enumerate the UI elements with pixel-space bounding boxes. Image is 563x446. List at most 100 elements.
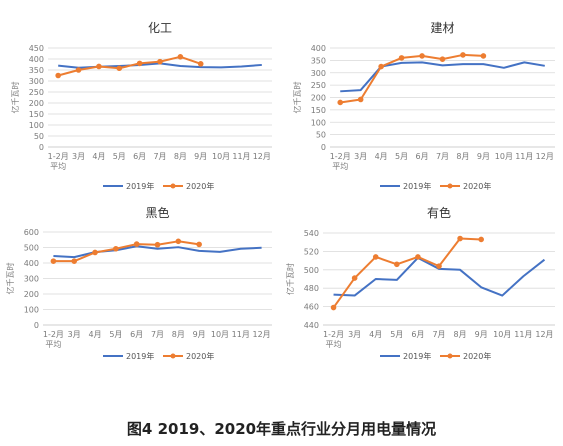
chart4-series-2020-point [457, 235, 463, 242]
chart1-xtick-label: 4月 [92, 152, 105, 161]
chart3-xtick-label: 10月 [211, 330, 229, 339]
chart1-title: 化工 [148, 21, 172, 35]
chart3-ytick-label: 500 [24, 244, 39, 253]
chart1-xtick-label: 10月 [212, 152, 230, 161]
chart2-ytick-label: 400 [311, 44, 326, 53]
chart4-xtick-label: 9月 [475, 330, 488, 339]
chart4-xtick-label: 4月 [369, 330, 382, 339]
chart2-series-2020-point [357, 96, 364, 103]
chart1-ytick-label: 350 [29, 66, 44, 75]
chart2-series-2020-point [337, 99, 344, 106]
chart4-xtick-label: 10月 [493, 330, 511, 339]
chart3-ytick-label: 200 [24, 290, 39, 299]
chart2-ylabel: 亿千瓦时 [292, 82, 302, 114]
chart1-legend-2020-label: 2020年 [186, 181, 214, 191]
chart3-series-2020-point [113, 245, 119, 252]
chart3-series-2020-point [196, 241, 202, 248]
chart2-legend-2019-label: 2019年 [403, 181, 431, 191]
chart2-title: 建材 [430, 21, 454, 35]
chart2-series-2020-point [378, 63, 384, 70]
chart2-series-2020-point [480, 53, 487, 59]
chart2-xtick-label: 10月 [495, 152, 513, 161]
chart3-ytick-label: 600 [24, 228, 39, 237]
chart2-xtick-label: 6月 [415, 152, 428, 161]
chart1-series-2020-point [177, 54, 184, 60]
chart1-xtick-label: 9月 [194, 152, 207, 161]
chart3-xtick-label: 5月 [109, 330, 122, 339]
chart1-ytick-label: 400 [29, 55, 44, 64]
chart1-legend-2020-marker [170, 183, 176, 189]
chart4-series-2020-point [372, 254, 379, 260]
chart2-xtick-label: 9月 [477, 152, 490, 161]
chart2-legend-2020-marker [447, 183, 453, 189]
chart1-ytick-label: 0 [39, 143, 44, 152]
chart1-series-2020-point [157, 58, 163, 65]
chart2-ytick-label: 200 [311, 94, 326, 103]
chart1-series-2020-point [136, 60, 143, 67]
chart3-xtick-label: 9月 [193, 330, 206, 339]
chart1-xtick-label: 7月 [153, 152, 166, 161]
chart2-xtick-label: 11月 [515, 152, 533, 161]
chart4-ytick-label: 480 [304, 284, 319, 293]
chart1-xtick-label: 11月 [232, 152, 250, 161]
chart2-xtick-label: 7月 [436, 152, 449, 161]
chart1-xtick-label: 12月 [253, 152, 271, 161]
chart1-ytick-label: 450 [29, 44, 44, 53]
chart3-xtick-label: 7月 [151, 330, 164, 339]
chart4-series-2020-point [351, 275, 358, 281]
chart4-xtick-label: 12月 [535, 330, 553, 339]
chart3-xtick-label: 11月 [232, 330, 250, 339]
chart1-ytick-label: 100 [29, 121, 44, 130]
chart1-ytick-label: 300 [29, 77, 44, 86]
chart1-ytick-label: 250 [29, 88, 44, 97]
chart3-xtick-label: 6月 [130, 330, 143, 339]
chart4-ytick-label: 520 [304, 247, 319, 256]
chart4-xtick-label: 5月 [390, 330, 403, 339]
chart1-xtick-label: 6月 [133, 152, 146, 161]
chart2-ytick-label: 150 [311, 106, 326, 115]
chart2-xtick-label: 1-2月平均 [330, 152, 351, 171]
chart2-series-2020-line [340, 53, 484, 104]
chart3-xtick-label: 4月 [88, 330, 101, 339]
chart1-xtick-label: 5月 [113, 152, 126, 161]
chart3-xtick-label: 1-2月平均 [43, 330, 64, 349]
charts-canvas: 化工050100150200250300350400450亿千瓦时1-2月平均3… [5, 21, 555, 361]
chart1-ytick-label: 50 [34, 132, 44, 141]
chart4-xtick-label: 1-2月平均 [323, 330, 344, 349]
chart1-legend-2019-label: 2019年 [126, 181, 154, 191]
chart4-ytick-label: 440 [304, 321, 319, 330]
chart2-series-2020-point [439, 56, 446, 62]
chart3-legend-2019-label: 2019年 [126, 351, 154, 361]
chart3-series-2020-line [53, 240, 200, 263]
chart2-ytick-label: 50 [316, 131, 326, 140]
chart4-series-2020-point [478, 236, 484, 243]
chart4-xtick-label: 11月 [514, 330, 532, 339]
chart2-xtick-label: 12月 [536, 152, 554, 161]
chart4-ytick-label: 540 [304, 229, 319, 238]
chart2-legend-2020-label: 2020年 [463, 181, 491, 191]
chart3-series-2019-line [53, 245, 262, 259]
chart3-ytick-label: 300 [24, 275, 39, 284]
chart1-series-2020-point [116, 65, 123, 72]
chart2-xtick-label: 3月 [354, 152, 367, 161]
chart4-ytick-label: 460 [304, 303, 319, 312]
chart4-title: 有色 [427, 206, 451, 220]
chart4-legend-2020-marker [447, 353, 453, 359]
chart1-series-2020-point [55, 72, 61, 79]
chart2-xtick-label: 8月 [456, 152, 469, 161]
chart3-xtick-label: 3月 [68, 330, 81, 339]
figure-caption: 图4 2019、2020年重点行业分月用电量情况 [126, 420, 437, 438]
chart1-xtick-label: 8月 [174, 152, 187, 161]
chart4-xtick-label: 7月 [432, 330, 445, 339]
chart3-series-2020-point [71, 258, 78, 264]
chart2-series-2019-line [340, 61, 545, 93]
chart1-ytick-label: 150 [29, 110, 44, 119]
chart3-series-2020-point [175, 238, 182, 245]
chart3-series-2020-point [133, 241, 140, 247]
chart3-series-2020-point [154, 241, 161, 248]
chart4-series-2020-point [394, 261, 400, 268]
chart2-ytick-label: 350 [311, 56, 326, 65]
chart2-xtick-label: 5月 [395, 152, 408, 161]
chart3-ylabel: 亿千瓦时 [5, 263, 15, 295]
chart3-legend-2020-label: 2020年 [186, 351, 214, 361]
